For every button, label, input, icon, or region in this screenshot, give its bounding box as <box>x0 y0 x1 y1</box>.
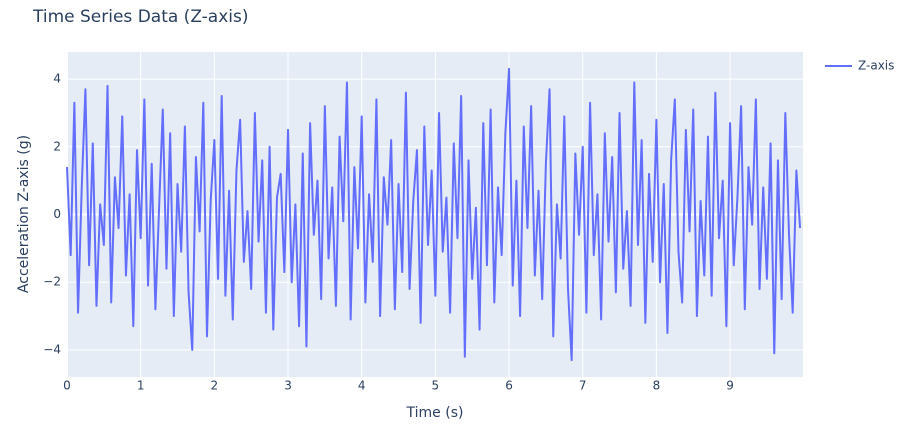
x-tick-label: 2 <box>211 379 219 393</box>
x-axis-title: Time (s) <box>406 405 464 421</box>
y-axis-title: Acceleration Z-axis (g) <box>16 135 32 293</box>
x-tick-label: 6 <box>505 379 513 393</box>
y-tick-label: 2 <box>53 139 61 153</box>
y-tick-label: 0 <box>53 207 61 221</box>
y-tick-label: −2 <box>43 275 61 289</box>
x-tick-label: 1 <box>137 379 145 393</box>
chart-title: Time Series Data (Z-axis) <box>32 7 249 27</box>
y-tick-label: −4 <box>43 342 61 356</box>
y-tick-label: 4 <box>53 72 61 86</box>
x-tick-label: 8 <box>653 379 661 393</box>
x-tick-label: 0 <box>63 379 71 393</box>
x-tick-label: 5 <box>432 379 440 393</box>
x-tick-label: 4 <box>358 379 366 393</box>
x-tick-label: 7 <box>579 379 587 393</box>
x-tick-label: 9 <box>726 379 734 393</box>
legend-label: Z-axis <box>858 59 894 73</box>
data-line <box>66 67 802 362</box>
x-tick-label: 3 <box>284 379 292 393</box>
